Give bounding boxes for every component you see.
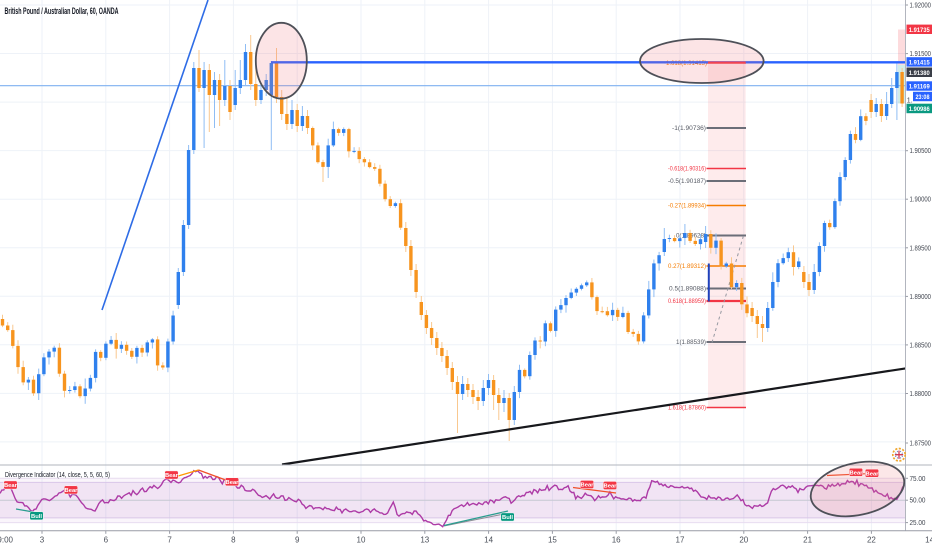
svg-text:Divergence Indicator (14, clos: Divergence Indicator (14, close, 5, 5, 6… [5, 470, 110, 479]
svg-text:17: 17 [676, 536, 685, 545]
svg-text:-0.27(1.89934): -0.27(1.89934) [668, 203, 706, 210]
svg-text:0.618(1.88959): 0.618(1.88959) [668, 298, 706, 305]
svg-text:0.27(1.89312): 0.27(1.89312) [668, 263, 706, 270]
svg-text:6: 6 [104, 536, 109, 545]
svg-text:Bull: Bull [31, 514, 42, 520]
svg-text:1.89000: 1.89000 [910, 294, 932, 301]
svg-text:1.90986: 1.90986 [909, 106, 930, 113]
svg-text:20: 20 [739, 536, 748, 545]
svg-text:1.88000: 1.88000 [910, 391, 932, 398]
svg-text:75.00: 75.00 [910, 476, 926, 483]
svg-text:Bear: Bear [165, 473, 179, 479]
svg-text:13: 13 [420, 536, 429, 545]
svg-text:1.91500: 1.91500 [910, 51, 932, 58]
svg-text:14:00: 14:00 [925, 536, 932, 545]
svg-text:1.: 1. [907, 98, 913, 105]
svg-text:1.91735: 1.91735 [909, 27, 930, 34]
svg-text:-0.618(1.90316): -0.618(1.90316) [668, 166, 706, 173]
svg-text:Bear: Bear [866, 471, 880, 477]
svg-text:Bear: Bear [604, 484, 618, 490]
svg-text:1.91380: 1.91380 [909, 70, 930, 77]
svg-text:23:08: 23:08 [916, 94, 930, 101]
svg-text:Bear: Bear [850, 470, 864, 476]
svg-text:1.89500: 1.89500 [910, 245, 932, 252]
svg-text:1.91415: 1.91415 [909, 60, 930, 67]
svg-text:-0.5(1.90187): -0.5(1.90187) [668, 178, 706, 185]
svg-text:14: 14 [484, 536, 493, 545]
svg-text:British Pound / Australian Dol: British Pound / Australian Dollar, 60, O… [5, 6, 119, 16]
svg-text:Bear: Bear [226, 480, 240, 486]
svg-text:Bear: Bear [581, 483, 595, 489]
svg-text:1.87500: 1.87500 [910, 441, 932, 448]
svg-text:3: 3 [40, 536, 45, 545]
svg-text:7: 7 [167, 536, 172, 545]
svg-text:-1(1.90736): -1(1.90736) [672, 125, 706, 132]
svg-text:Bear: Bear [65, 488, 79, 494]
svg-text:1.90000: 1.90000 [910, 197, 932, 204]
svg-text:19:00: 19:00 [0, 536, 14, 545]
svg-text:16: 16 [612, 536, 621, 545]
svg-text:25.00: 25.00 [910, 520, 926, 527]
svg-text:1.92000: 1.92000 [910, 3, 932, 10]
svg-text:1.90500: 1.90500 [910, 148, 932, 155]
svg-text:1.618(1.87860): 1.618(1.87860) [668, 405, 706, 412]
svg-text:10: 10 [357, 536, 366, 545]
svg-text:1(1.88539): 1(1.88539) [676, 339, 706, 346]
svg-text:Bear: Bear [4, 483, 18, 489]
svg-text:15: 15 [548, 536, 557, 545]
svg-text:8: 8 [231, 536, 236, 545]
svg-text:50.00: 50.00 [910, 498, 926, 505]
svg-text:0.5(1.89088): 0.5(1.89088) [669, 286, 706, 293]
svg-text:21: 21 [803, 536, 812, 545]
svg-text:Bull: Bull [502, 515, 513, 521]
svg-text:22: 22 [867, 536, 876, 545]
svg-text:9: 9 [295, 536, 300, 545]
svg-text:1.88500: 1.88500 [910, 342, 932, 349]
svg-text:1.91169: 1.91169 [909, 84, 930, 91]
